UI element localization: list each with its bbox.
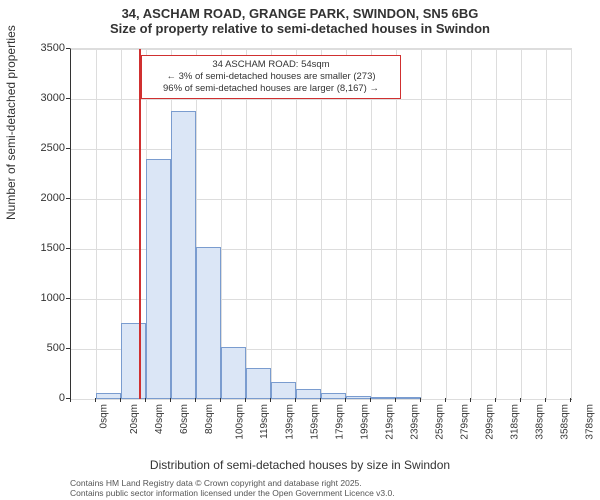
x-tick-label: 378sqm [585, 404, 596, 440]
histogram-bar [146, 159, 171, 399]
x-tick-mark [95, 398, 96, 402]
y-axis-label: Number of semi-detached properties [4, 25, 18, 220]
histogram-bar [346, 396, 371, 399]
histogram-bar [121, 323, 146, 399]
x-tick-label: 139sqm [285, 404, 296, 440]
x-tick-label: 279sqm [460, 404, 471, 440]
chart-title-line1: 34, ASCHAM ROAD, GRANGE PARK, SWINDON, S… [0, 0, 600, 21]
footer-line1: Contains HM Land Registry data © Crown c… [70, 478, 590, 488]
y-tick-mark [66, 348, 70, 349]
histogram-bar [296, 389, 321, 399]
gridline-v [396, 49, 397, 399]
x-tick-mark [545, 398, 546, 402]
x-tick-mark [220, 398, 221, 402]
x-tick-label: 259sqm [435, 404, 446, 440]
gridline-v [546, 49, 547, 399]
x-tick-label: 119sqm [259, 404, 270, 439]
x-tick-label: 219sqm [385, 404, 396, 440]
y-tick-mark [66, 48, 70, 49]
x-axis-label: Distribution of semi-detached houses by … [0, 458, 600, 472]
attribution-footer: Contains HM Land Registry data © Crown c… [70, 478, 590, 498]
gridline-v [521, 49, 522, 399]
gridline-v [446, 49, 447, 399]
footer-line2: Contains public sector information licen… [70, 488, 590, 498]
gridline-v [571, 49, 572, 399]
histogram-bar [196, 247, 221, 399]
gridline-v [371, 49, 372, 399]
x-tick-mark [470, 398, 471, 402]
gridline-v [346, 49, 347, 399]
gridline-v [421, 49, 422, 399]
x-tick-mark [320, 398, 321, 402]
x-tick-label: 179sqm [335, 404, 346, 440]
histogram-bar [396, 397, 421, 399]
subject-marker-line [139, 49, 141, 399]
y-tick-label: 500 [15, 342, 65, 354]
histogram-bar [271, 382, 296, 399]
y-tick-mark [66, 148, 70, 149]
x-tick-mark [245, 398, 246, 402]
x-tick-label: 100sqm [235, 404, 246, 440]
x-tick-mark [120, 398, 121, 402]
gridline-v [496, 49, 497, 399]
y-tick-mark [66, 248, 70, 249]
x-tick-mark [370, 398, 371, 402]
gridline-v [296, 49, 297, 399]
y-tick-label: 0 [15, 392, 65, 404]
plot-area: 34 ASCHAM ROAD: 54sqm← 3% of semi-detach… [70, 48, 572, 400]
x-tick-label: 159sqm [310, 404, 321, 440]
y-tick-mark [66, 198, 70, 199]
y-tick-label: 1000 [15, 292, 65, 304]
y-tick-mark [66, 298, 70, 299]
annotation-box: 34 ASCHAM ROAD: 54sqm← 3% of semi-detach… [141, 55, 401, 99]
x-tick-mark [395, 398, 396, 402]
x-tick-mark [270, 398, 271, 402]
x-tick-mark [170, 398, 171, 402]
y-tick-label: 3500 [15, 42, 65, 54]
x-tick-label: 40sqm [154, 404, 165, 434]
gridline-v [246, 49, 247, 399]
histogram-bar [246, 368, 271, 399]
gridline-v [321, 49, 322, 399]
x-tick-mark [420, 398, 421, 402]
x-tick-mark [520, 398, 521, 402]
histogram-bar [96, 393, 121, 399]
x-tick-label: 80sqm [204, 404, 215, 434]
histogram-bar [321, 393, 346, 399]
x-tick-label: 358sqm [560, 404, 571, 440]
x-tick-label: 239sqm [410, 404, 421, 440]
x-tick-mark [345, 398, 346, 402]
chart-root: 34, ASCHAM ROAD, GRANGE PARK, SWINDON, S… [0, 0, 600, 500]
gridline-v [471, 49, 472, 399]
x-tick-label: 299sqm [485, 404, 496, 440]
histogram-bar [221, 347, 246, 399]
histogram-bar [371, 397, 396, 399]
x-tick-mark [495, 398, 496, 402]
x-tick-label: 60sqm [179, 404, 190, 434]
y-tick-label: 2000 [15, 192, 65, 204]
x-tick-mark [570, 398, 571, 402]
x-tick-label: 20sqm [129, 404, 140, 434]
x-tick-mark [445, 398, 446, 402]
chart-title-line2: Size of property relative to semi-detach… [0, 21, 600, 40]
x-tick-label: 199sqm [360, 404, 371, 440]
y-tick-label: 3000 [15, 92, 65, 104]
x-tick-mark [145, 398, 146, 402]
annotation-line: 34 ASCHAM ROAD: 54sqm [148, 59, 394, 71]
x-tick-label: 0sqm [98, 404, 109, 428]
annotation-line: ← 3% of semi-detached houses are smaller… [148, 71, 394, 83]
gridline-v [271, 49, 272, 399]
gridline-h [71, 399, 571, 400]
x-tick-label: 338sqm [535, 404, 546, 440]
annotation-line: 96% of semi-detached houses are larger (… [148, 83, 394, 95]
y-tick-mark [66, 98, 70, 99]
x-tick-mark [295, 398, 296, 402]
x-tick-mark [70, 398, 71, 402]
x-tick-label: 318sqm [510, 404, 521, 440]
y-tick-label: 2500 [15, 142, 65, 154]
histogram-bar [171, 111, 196, 399]
x-tick-mark [195, 398, 196, 402]
y-tick-label: 1500 [15, 242, 65, 254]
gridline-v [96, 49, 97, 399]
